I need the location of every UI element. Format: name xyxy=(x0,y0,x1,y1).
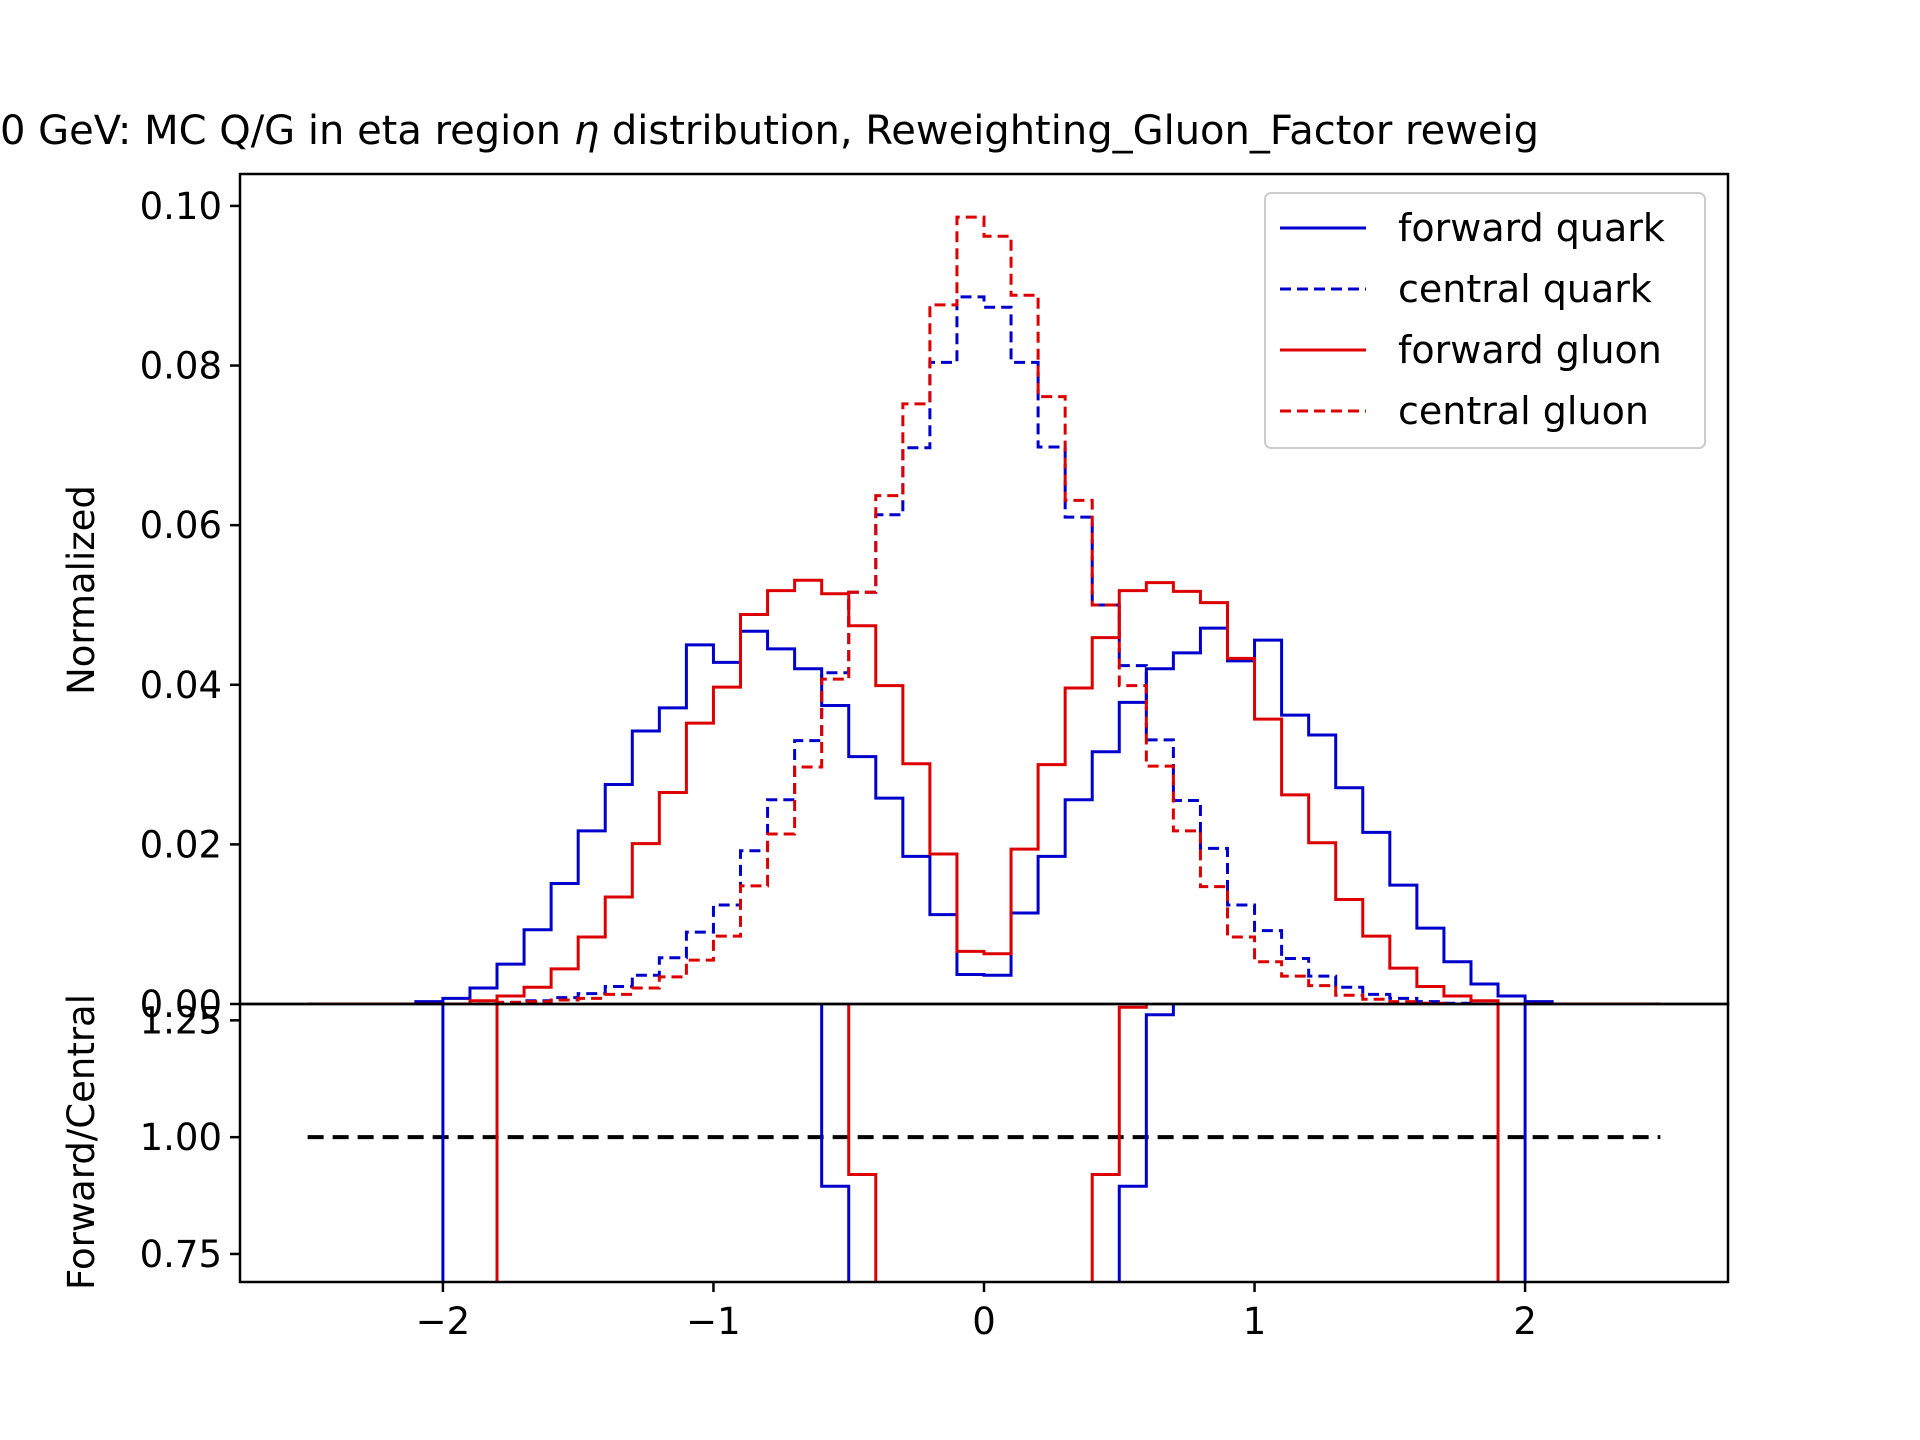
top-y-tick-label: 0.08 xyxy=(140,345,222,388)
legend-label-forward-gluon: forward gluon xyxy=(1398,328,1662,372)
series-quark-ratio xyxy=(441,1004,1527,1282)
legend-box xyxy=(1264,192,1706,449)
x-tick-label: −1 xyxy=(686,1300,741,1343)
top-panel-series xyxy=(307,215,1661,1004)
series-central-quark xyxy=(307,295,1661,1004)
legend-label-central-gluon: central gluon xyxy=(1398,389,1649,433)
top-y-tick-label: 0.10 xyxy=(140,185,222,228)
legend-label-central-quark: central quark xyxy=(1398,267,1652,311)
series-forward-quark xyxy=(307,626,1661,1004)
ratio-y-axis-ticks: 0.75 1.00 1.25 xyxy=(140,999,240,1276)
series-gluon-ratio xyxy=(495,1004,1500,1282)
x-axis-ticks: −2 −1 0 1 2 xyxy=(416,1282,1537,1343)
ratio-y-tick-label: 1.25 xyxy=(140,999,222,1042)
x-tick-label: 2 xyxy=(1513,1300,1537,1343)
ratio-y-tick-label: 0.75 xyxy=(140,1233,222,1276)
ratio-panel-frame xyxy=(238,1002,1730,1284)
ratio-y-axis-label: Forward/Central xyxy=(60,994,103,1290)
series-central-gluon xyxy=(307,215,1661,1004)
top-y-tick-label: 0.00 xyxy=(140,983,222,1026)
top-y-axis-label: Normalized xyxy=(60,485,103,695)
ratio-panel-series xyxy=(307,1004,1661,1282)
x-tick-label: 1 xyxy=(1243,1300,1267,1343)
top-y-tick-label: 0.04 xyxy=(140,664,222,707)
top-y-axis-ticks: 0.00 0.02 0.04 0.06 0.08 0.10 xyxy=(140,185,240,1026)
x-tick-label: 0 xyxy=(972,1300,996,1343)
chart-title: 0 GeV: MC Q/G in eta region η distributi… xyxy=(0,108,1539,154)
top-y-tick-label: 0.06 xyxy=(140,504,222,547)
x-tick-label: −2 xyxy=(416,1300,471,1343)
series-forward-gluon xyxy=(307,578,1661,1004)
top-y-tick-label: 0.02 xyxy=(140,823,222,866)
legend: forward quark central quark forward gluo… xyxy=(1264,192,1706,449)
ratio-y-tick-label: 1.00 xyxy=(140,1116,222,1159)
legend-label-forward-quark: forward quark xyxy=(1398,206,1665,250)
